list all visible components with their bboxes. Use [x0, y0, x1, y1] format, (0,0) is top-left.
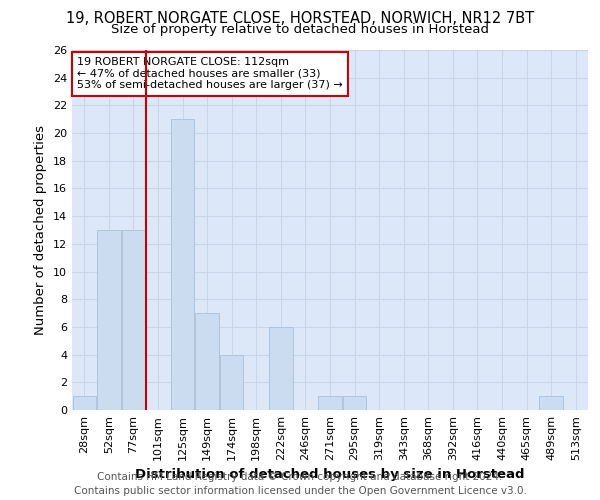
Text: Contains HM Land Registry data © Crown copyright and database right 2024.
Contai: Contains HM Land Registry data © Crown c… [74, 472, 526, 496]
Bar [171, 119, 194, 410]
Bar [319, 396, 341, 410]
Text: Size of property relative to detached houses in Horstead: Size of property relative to detached ho… [111, 22, 489, 36]
Bar [196, 313, 219, 410]
Text: 19, ROBERT NORGATE CLOSE, HORSTEAD, NORWICH, NR12 7BT: 19, ROBERT NORGATE CLOSE, HORSTEAD, NORW… [66, 11, 534, 26]
Bar [220, 354, 244, 410]
Bar [343, 396, 366, 410]
Bar [539, 396, 563, 410]
Bar [122, 230, 145, 410]
Text: 19 ROBERT NORGATE CLOSE: 112sqm
← 47% of detached houses are smaller (33)
53% of: 19 ROBERT NORGATE CLOSE: 112sqm ← 47% of… [77, 57, 343, 90]
Bar [97, 230, 121, 410]
Bar [269, 327, 293, 410]
Y-axis label: Number of detached properties: Number of detached properties [34, 125, 47, 335]
Bar [73, 396, 96, 410]
X-axis label: Distribution of detached houses by size in Horstead: Distribution of detached houses by size … [135, 468, 525, 481]
